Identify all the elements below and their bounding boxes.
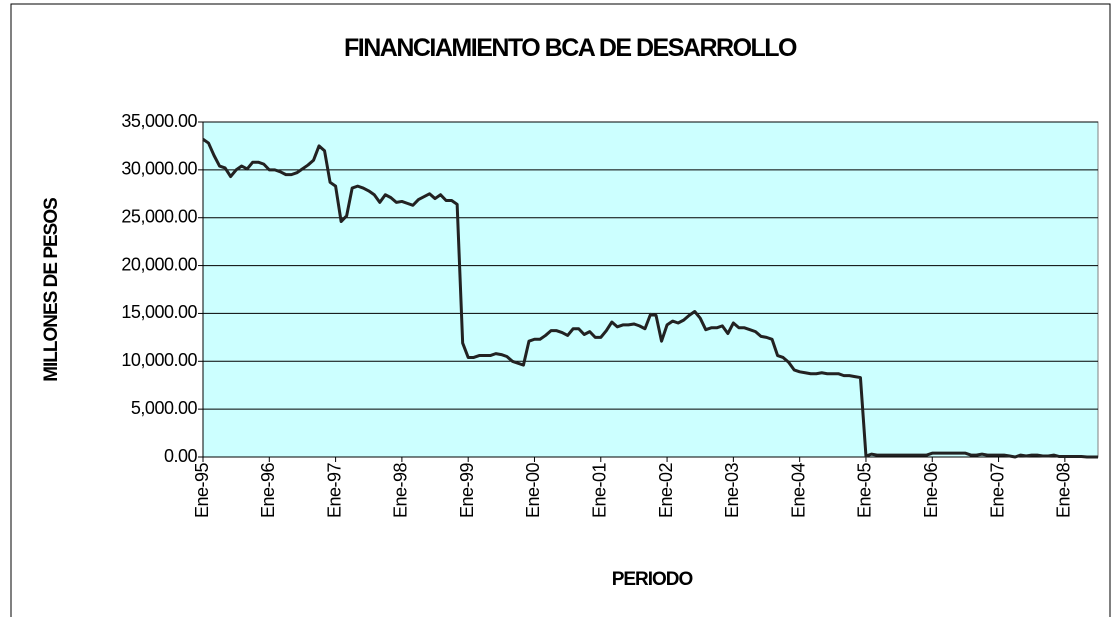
- plot-area: [202, 121, 1099, 458]
- x-tick-label: Ene-01: [590, 463, 610, 519]
- y-tick-label: 35,000.00: [121, 111, 197, 131]
- x-tick-label: Ene-02: [656, 463, 676, 519]
- chart-title: FINANCIAMIENTO BCA DE DESARROLLO: [344, 34, 797, 62]
- x-tick-label: Ene-99: [457, 463, 477, 519]
- y-tick-label: 25,000.00: [121, 206, 197, 226]
- x-tick-label: Ene-98: [391, 463, 411, 519]
- x-tick-label: Ene-95: [192, 463, 212, 519]
- y-tick-label: 0.00: [164, 446, 198, 466]
- chart-border: [10, 3, 1111, 617]
- x-tick-label: Ene-07: [987, 463, 1007, 519]
- y-tick-label: 20,000.00: [121, 254, 197, 274]
- y-tick-label: 10,000.00: [121, 350, 197, 370]
- y-tick-label: 5,000.00: [131, 398, 198, 418]
- data-line: [202, 137, 1098, 459]
- x-tick-label: Ene-06: [921, 463, 941, 519]
- x-tick-label: Ene-97: [324, 463, 344, 519]
- x-tick-label: Ene-00: [523, 463, 543, 519]
- y-tick-label: 30,000.00: [121, 159, 197, 179]
- y-axis-title: MILLONES DE PESOS: [41, 198, 62, 382]
- x-tick-label: Ene-04: [788, 463, 808, 519]
- x-tick-label: Ene-05: [855, 463, 875, 519]
- y-axis-title-group: MILLONES DE PESOS: [41, 198, 62, 382]
- x-tick-label: Ene-03: [722, 463, 742, 519]
- y-tick-label: 15,000.00: [121, 302, 197, 322]
- x-tick-label: Ene-08: [1054, 463, 1074, 519]
- x-axis-title: PERIODO: [612, 569, 693, 590]
- x-tick-label: Ene-96: [258, 463, 278, 519]
